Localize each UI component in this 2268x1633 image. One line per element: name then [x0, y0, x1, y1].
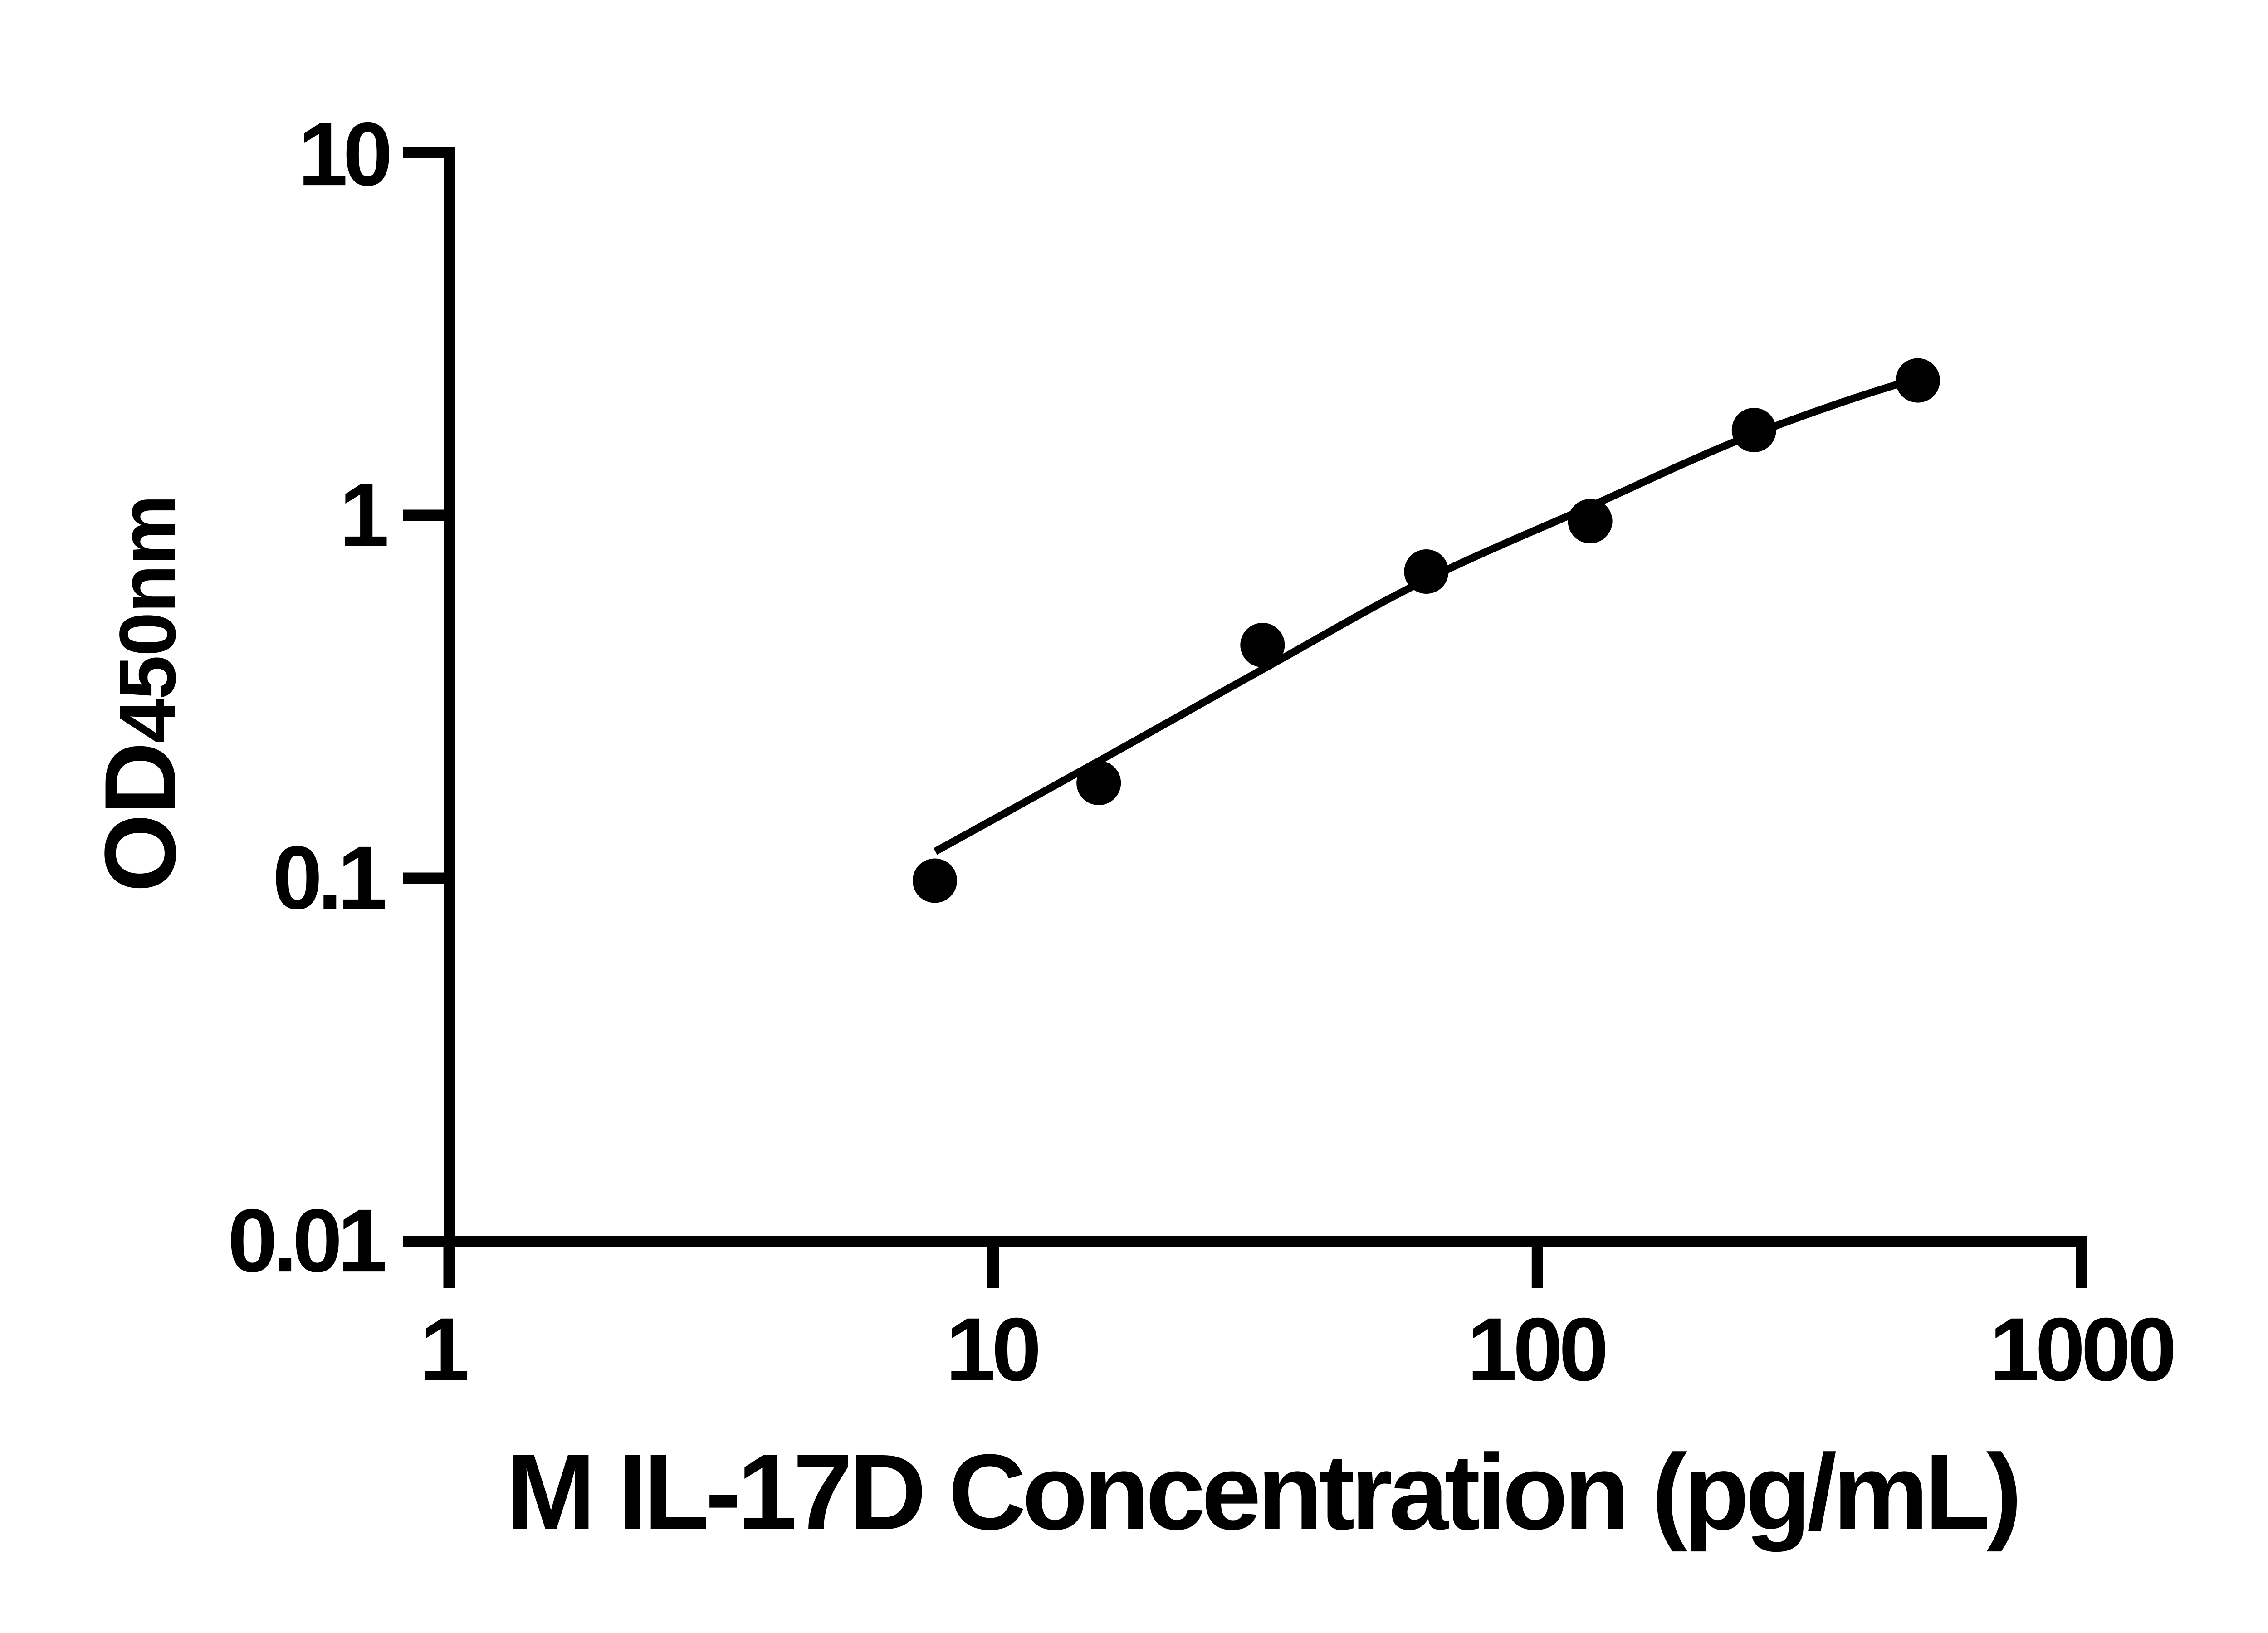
svg-text:1000: 1000	[1989, 1299, 2173, 1399]
svg-text:1: 1	[339, 464, 387, 565]
svg-text:10: 10	[298, 104, 389, 204]
svg-text:M IL-17D Concentration (pg/mL): M IL-17D Concentration (pg/mL)	[506, 1432, 2018, 1552]
svg-text:100: 100	[1467, 1299, 1605, 1399]
svg-text:1: 1	[420, 1299, 467, 1399]
svg-text:0.1: 0.1	[273, 827, 385, 928]
svg-text:OD450nm: OD450nm	[84, 496, 197, 893]
svg-text:10: 10	[946, 1299, 1038, 1399]
svg-text:0.01: 0.01	[228, 1190, 385, 1291]
